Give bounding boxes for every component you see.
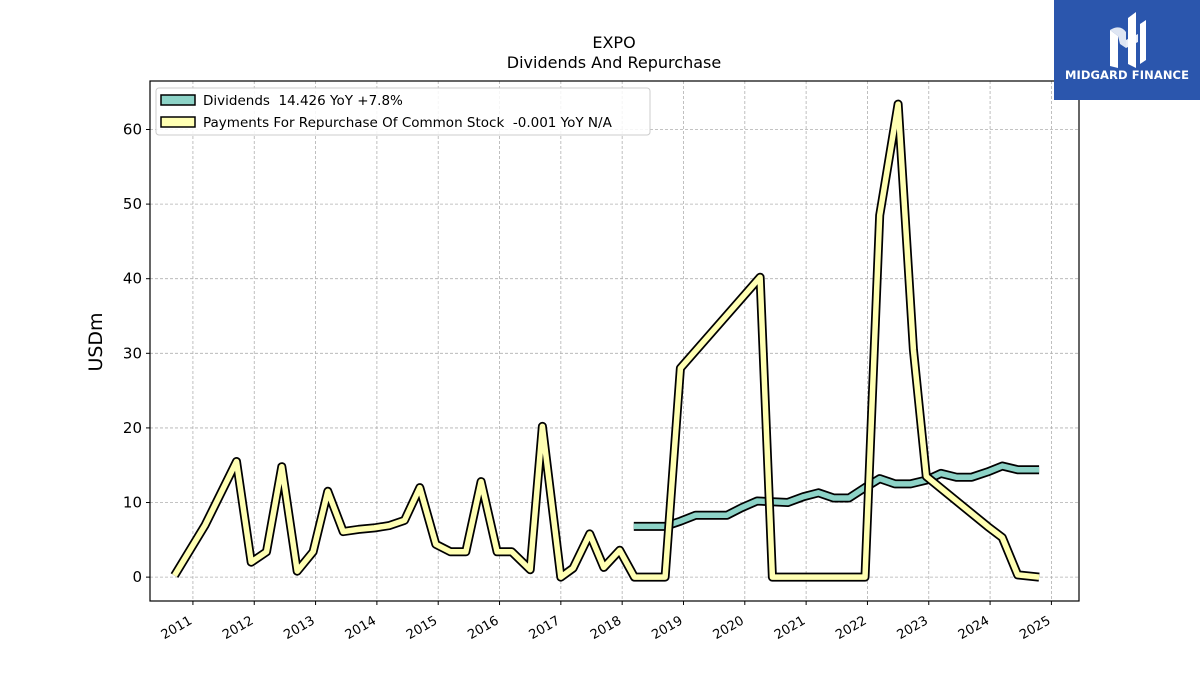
y-tick-label: 60 [123, 120, 142, 138]
x-tick-label: 2025 [1017, 613, 1053, 643]
x-tick-label: 2018 [588, 613, 624, 643]
y-axis-label: USDm [85, 312, 107, 371]
x-tick-label: 2015 [404, 613, 440, 643]
chart-subtitle: Dividends And Repurchase [507, 53, 721, 72]
legend-frame [155, 87, 651, 136]
x-tick-label: 2020 [711, 613, 747, 643]
x-tick-label: 2011 [159, 613, 195, 643]
y-tick-label: 50 [123, 195, 142, 213]
x-tick-label: 2013 [281, 613, 317, 643]
y-tick-label: 40 [123, 270, 142, 288]
plot-frame [149, 80, 1080, 602]
x-tick-label: 2017 [527, 613, 563, 643]
logo-text: MIDGARD FINANCE [1064, 68, 1190, 82]
y-tick-label: 20 [123, 419, 142, 437]
grid [150, 81, 1079, 601]
x-tick-label: 2016 [465, 613, 501, 643]
legend-swatch-dividends [160, 94, 196, 106]
logo-mark-icon [1110, 12, 1146, 68]
legend: Dividends 14.426 YoY +7.8% Payments For … [155, 87, 651, 136]
series-lines [170, 99, 1040, 582]
y-tick-label: 10 [123, 494, 142, 512]
repurchase-line-outline [170, 99, 1040, 582]
x-tick-label: 2022 [833, 613, 869, 643]
x-tick-label: 2023 [895, 613, 931, 643]
x-tick-label: 2012 [220, 613, 256, 643]
x-tick-label: 2021 [772, 613, 808, 643]
x-tick-label: 2014 [343, 613, 379, 643]
chart-title: EXPO [592, 33, 635, 52]
legend-swatch-repurchase [160, 116, 196, 128]
x-tick-label: 2019 [649, 613, 685, 643]
y-tick-label: 30 [123, 344, 142, 362]
legend-label-repurchase: Payments For Repurchase Of Common Stock … [203, 115, 613, 131]
x-tick-label: 2024 [956, 613, 992, 643]
dividends-line [633, 463, 1040, 530]
repurchase-line [172, 101, 1040, 580]
legend-label-dividends: Dividends 14.426 YoY +7.8% [203, 93, 403, 109]
y-tick-label: 0 [132, 568, 142, 586]
midgard-finance-logo: MIDGARD FINANCE [1054, 0, 1200, 100]
